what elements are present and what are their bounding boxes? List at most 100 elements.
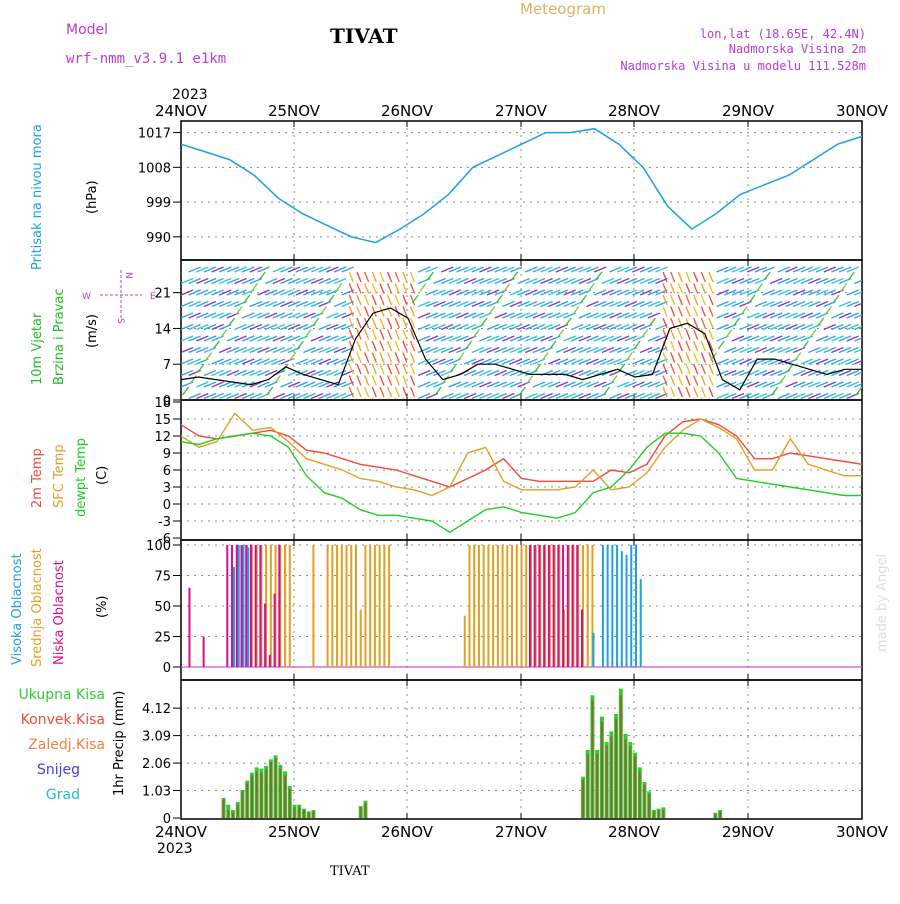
wind-arrow (817, 317, 825, 327)
wind-arrow (586, 358, 599, 365)
wind-arrow (433, 277, 446, 285)
hail-label: Grad (46, 787, 80, 803)
wind-arrow (280, 335, 293, 342)
chart-title: TIVAT (330, 24, 398, 48)
wind-arrow (348, 294, 354, 306)
panel-frame (180, 679, 863, 820)
wind-arrow (593, 289, 607, 296)
wind-arrow (624, 323, 638, 331)
pressure-unit: (hPa) (85, 180, 100, 214)
wind-arrow (356, 317, 362, 329)
y-tick-label: 25 (154, 631, 171, 646)
wind-arrow (212, 340, 220, 350)
wind-arrow (409, 317, 416, 329)
y-tick-label: 999 (146, 196, 171, 211)
wind-arrow (739, 277, 752, 285)
wind-panel: 21 14 7 0 (154, 259, 863, 409)
wind-arrow (417, 369, 431, 377)
wind-arrow (310, 335, 324, 342)
dewpt-label: dewpt Temp (74, 438, 89, 517)
wind-arrow (725, 329, 733, 338)
wind-arrow (616, 335, 630, 342)
wind-arrow (371, 306, 377, 317)
wind-arrow (494, 266, 507, 273)
wind-arrow (785, 346, 798, 354)
wind-arrow (708, 386, 714, 398)
wind-arrow (578, 323, 592, 331)
wind-arrow (792, 335, 806, 342)
y-tick-label: -6 (158, 532, 171, 547)
y-tick-label: 12 (154, 430, 171, 445)
wind-arrow (578, 346, 592, 354)
wind-arrow (655, 266, 668, 273)
wind-arrow (188, 266, 201, 273)
wind-arrow (861, 363, 862, 364)
wind-arrow (670, 306, 676, 317)
conv-precip-bar (241, 791, 244, 818)
wind-arrow (746, 346, 760, 354)
wind-arrow (394, 375, 400, 386)
wind-arrow (211, 312, 224, 319)
conv-precip-bar (652, 811, 655, 818)
wind-arrow (203, 335, 217, 342)
wind-arrow (219, 300, 232, 308)
wind-arrow (785, 289, 798, 296)
wind-arrow (463, 312, 477, 319)
wind-arrow (486, 369, 500, 377)
precip-unit: 1hr Precip (mm) (112, 691, 127, 796)
wind-arrow (356, 271, 362, 283)
wind-arrow (310, 277, 324, 285)
wind-arrow (662, 294, 668, 306)
conv-precip-bar (605, 746, 608, 818)
wind-arrow (586, 300, 599, 308)
wind-arrow (808, 289, 821, 296)
wind-arrow (861, 328, 862, 330)
wind-arrow (823, 323, 836, 331)
wind-arrow (754, 266, 768, 273)
wind-arrow (647, 300, 661, 308)
wind-arrow (280, 277, 293, 285)
wind-arrow (785, 323, 798, 331)
wind-arrow (548, 312, 561, 319)
wind-arrow (257, 346, 270, 354)
wind-arrow (440, 323, 454, 331)
wind-arrow (303, 358, 316, 365)
wind-arrow (394, 386, 400, 398)
wind-arrow (433, 346, 446, 354)
conv-precip-bar (227, 810, 230, 818)
y-tick-label: 0 (163, 812, 171, 827)
wind-arrow (731, 335, 745, 342)
wind-arrow (318, 369, 331, 377)
wind-arrow (548, 381, 561, 388)
wind-arrow (258, 271, 266, 281)
top-date-tick-label: 27NOV (495, 102, 548, 120)
wind-arrow (677, 271, 683, 283)
wind-arrow (794, 352, 802, 361)
wind-arrow (456, 277, 469, 285)
wind-arrow (264, 323, 278, 331)
wind-arrow (541, 352, 549, 361)
wind-arrow (356, 386, 362, 398)
wind-arrow (280, 381, 293, 388)
wind-arrow (602, 386, 611, 396)
wind-arrow (241, 312, 255, 319)
y-tick-label: 6 (163, 464, 171, 479)
wind-arrow (685, 375, 691, 386)
wind-arrow (609, 300, 622, 308)
wind-arrow (786, 363, 794, 373)
conv-precip-bar (279, 768, 282, 818)
wind-arrow (486, 266, 500, 273)
wind-arrow (310, 289, 324, 296)
wind-arrow (197, 363, 205, 373)
wind-arrow (601, 335, 615, 342)
wind-arrow (838, 300, 852, 308)
wind-arrow (861, 294, 862, 295)
wind-arrow (769, 323, 783, 331)
wind-arrow (188, 312, 201, 319)
wind-arrow (854, 291, 862, 296)
wind-arrow (494, 358, 507, 365)
pressure-line (180, 127, 863, 244)
wind-arrow (196, 312, 209, 319)
wind-arrow (555, 346, 569, 354)
wind-arrow (379, 386, 385, 398)
